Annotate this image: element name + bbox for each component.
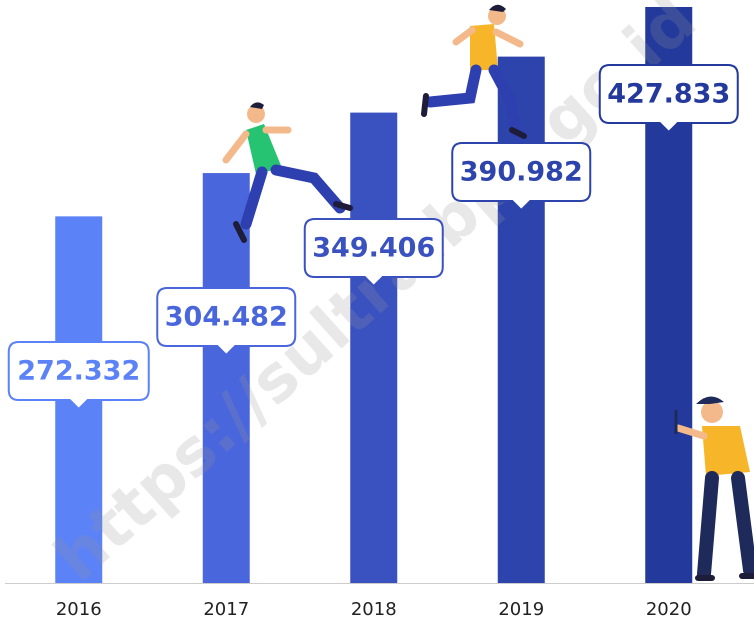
x-tick-label: 2019 [498,599,544,620]
x-tick-label: 2020 [646,599,692,620]
x-tick-label: 2018 [351,599,397,620]
value-label: 349.406 [312,233,435,264]
value-label: 427.833 [607,79,730,110]
value-label: 304.482 [165,302,288,333]
value-label: 390.982 [460,157,583,188]
chart: https://sultra.bps.go.id 2016272.3322017… [0,0,754,623]
x-tick-label: 2016 [56,599,102,620]
value-label: 272.332 [17,356,140,387]
x-tick-label: 2017 [203,599,249,620]
